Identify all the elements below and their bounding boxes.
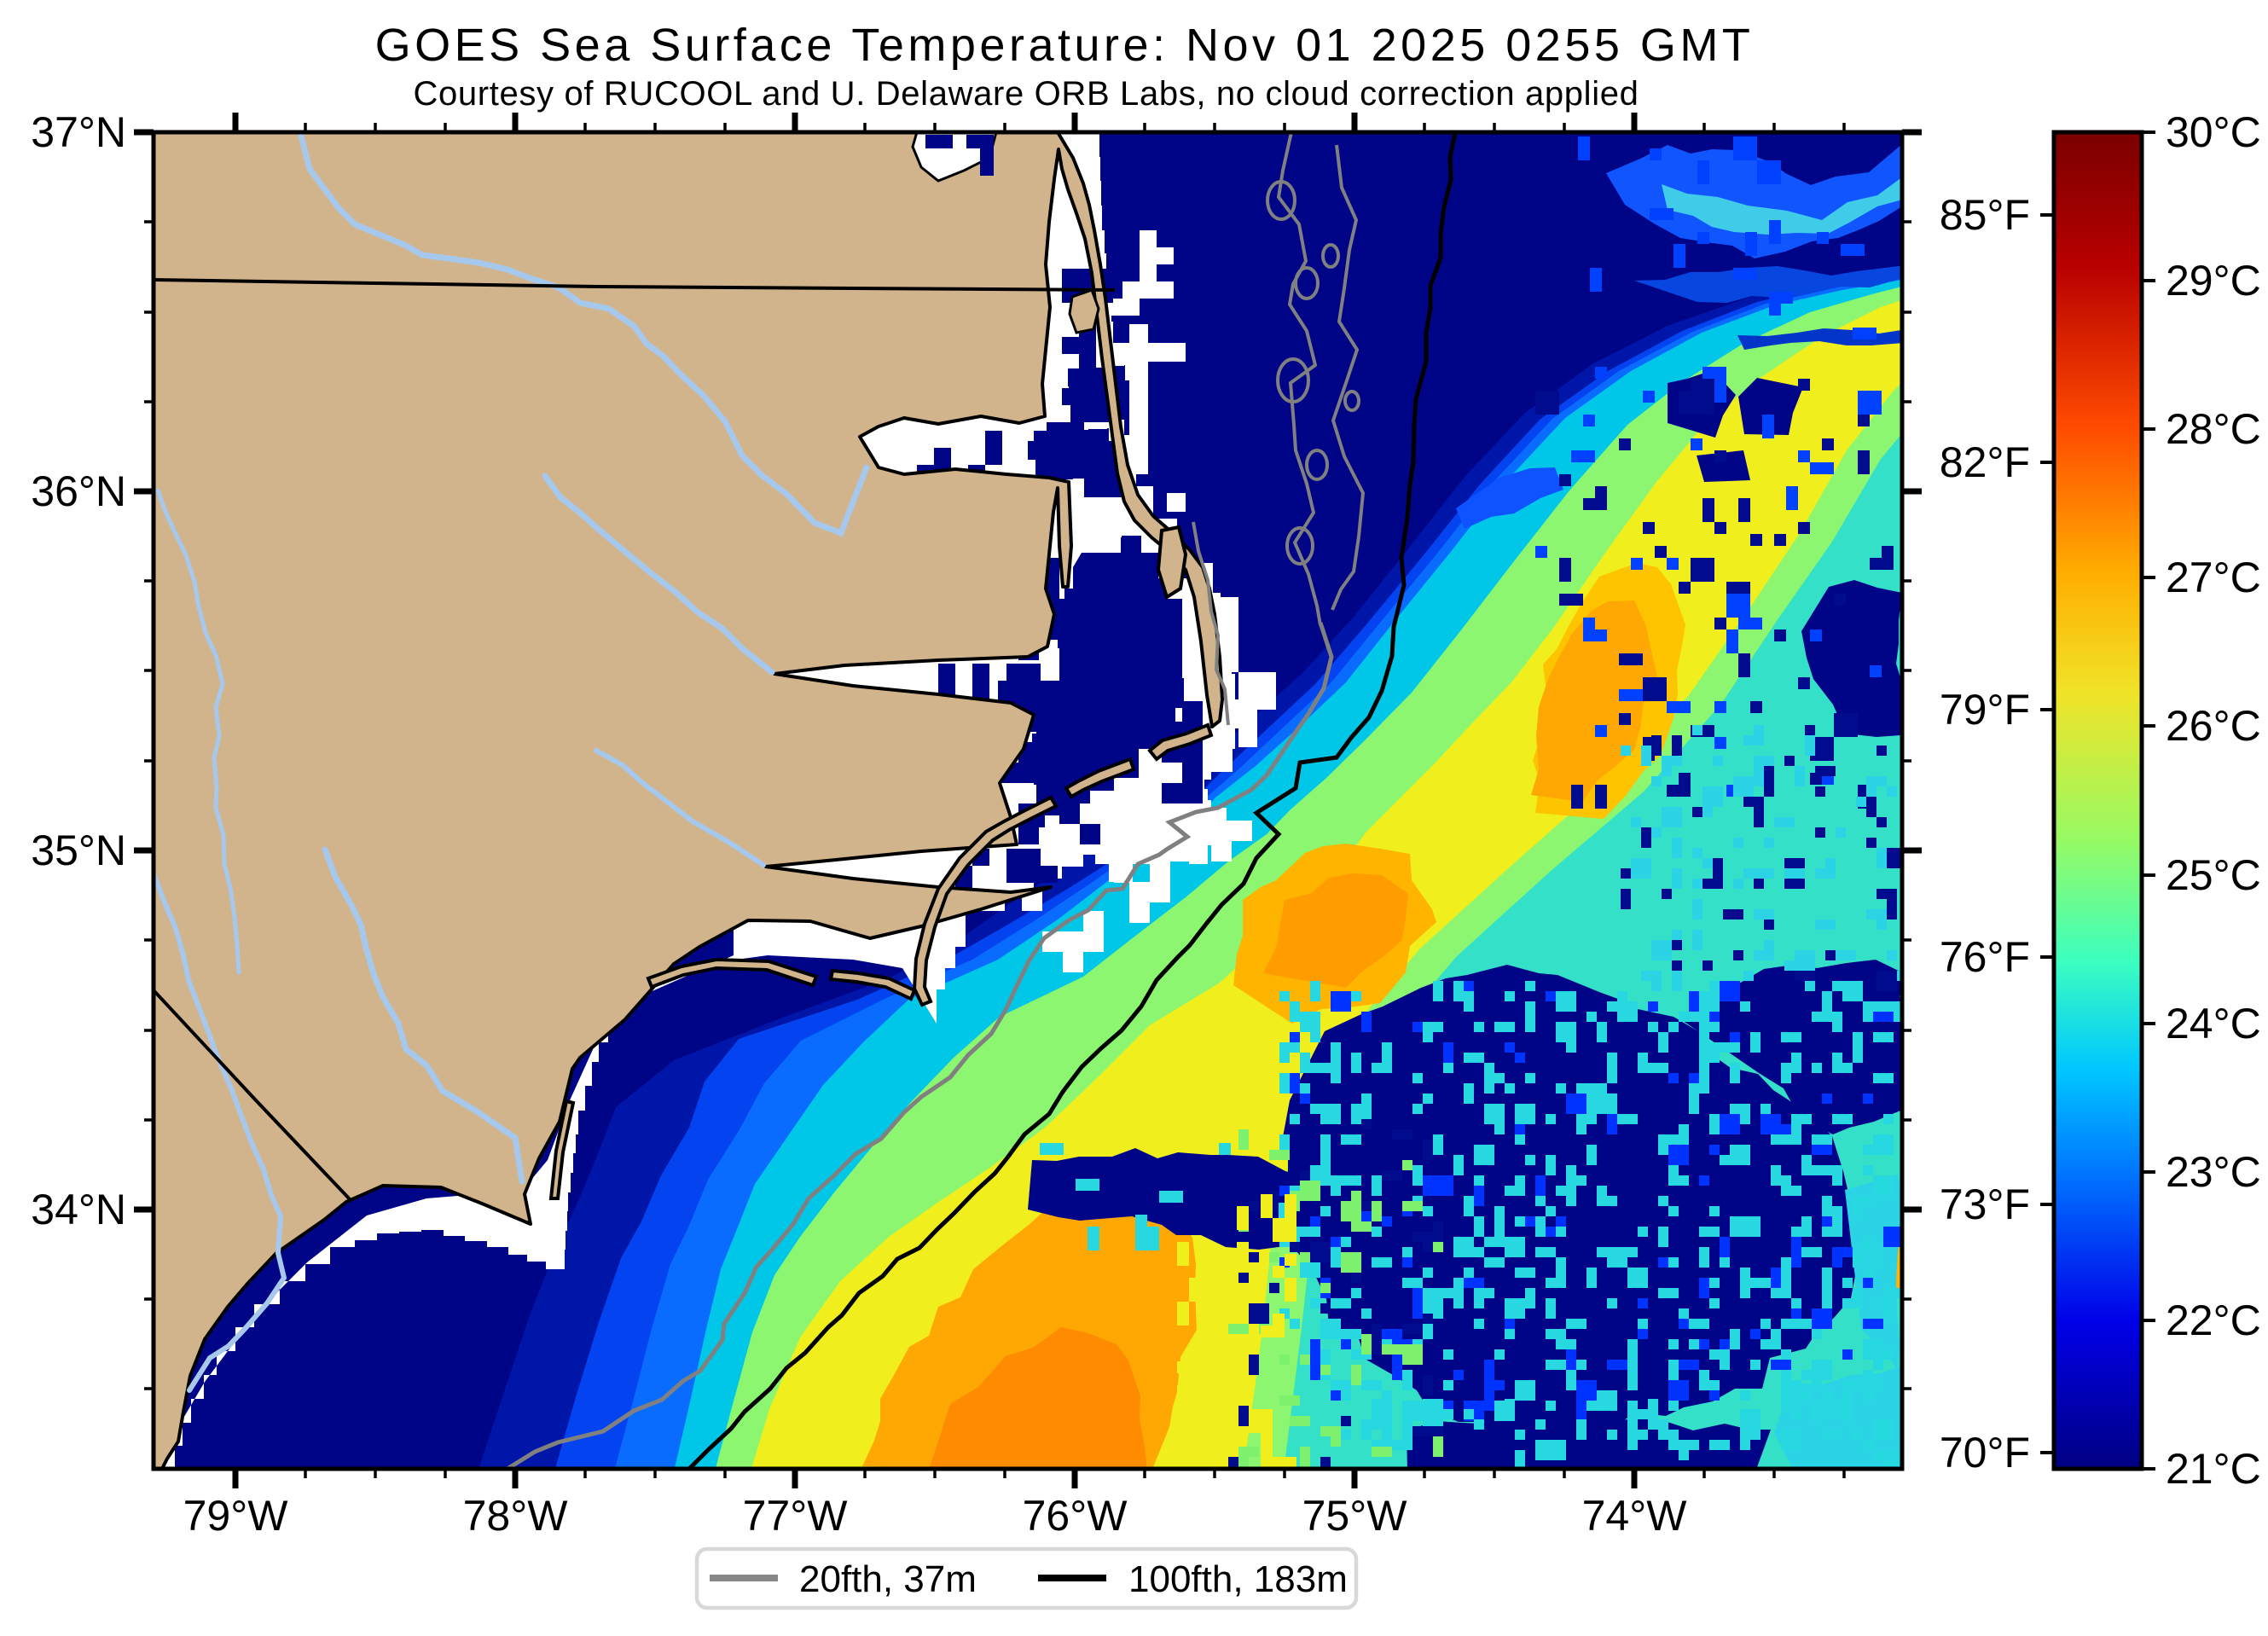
svg-text:37°N: 37°N	[31, 108, 126, 156]
svg-text:24°C: 24°C	[2166, 1000, 2261, 1047]
svg-text:78°W: 78°W	[463, 1492, 569, 1540]
svg-text:28°C: 28°C	[2166, 405, 2261, 453]
svg-text:79°W: 79°W	[183, 1492, 289, 1540]
svg-text:76°W: 76°W	[1023, 1492, 1128, 1540]
svg-text:34°N: 34°N	[31, 1186, 126, 1233]
svg-text:21°C: 21°C	[2166, 1445, 2261, 1493]
svg-text:36°N: 36°N	[31, 467, 126, 515]
svg-text:76°F: 76°F	[1940, 933, 2030, 981]
svg-text:GOES Sea Surface Temperature:: GOES Sea Surface Temperature: Nov 01 202…	[375, 20, 1755, 71]
svg-text:23°C: 23°C	[2166, 1148, 2261, 1196]
svg-text:Courtesy of RUCOOL and U. Dela: Courtesy of RUCOOL and U. Delaware ORB L…	[413, 75, 1639, 113]
svg-text:74°W: 74°W	[1582, 1492, 1688, 1540]
svg-text:100fth, 183m: 100fth, 183m	[1128, 1558, 1348, 1600]
svg-text:70°F: 70°F	[1940, 1429, 2030, 1476]
svg-text:26°C: 26°C	[2166, 702, 2261, 750]
svg-text:77°W: 77°W	[743, 1492, 849, 1540]
svg-text:27°C: 27°C	[2166, 554, 2261, 601]
svg-text:82°F: 82°F	[1940, 438, 2030, 486]
svg-text:85°F: 85°F	[1940, 191, 2030, 239]
svg-text:79°F: 79°F	[1940, 686, 2030, 734]
svg-text:25°C: 25°C	[2166, 851, 2261, 899]
svg-text:22°C: 22°C	[2166, 1297, 2261, 1344]
svg-text:35°N: 35°N	[31, 827, 126, 874]
svg-text:29°C: 29°C	[2166, 257, 2261, 305]
svg-text:30°C: 30°C	[2166, 108, 2261, 156]
svg-text:75°W: 75°W	[1302, 1492, 1408, 1540]
svg-text:73°F: 73°F	[1940, 1181, 2030, 1228]
svg-text:20fth, 37m: 20fth, 37m	[799, 1558, 977, 1600]
